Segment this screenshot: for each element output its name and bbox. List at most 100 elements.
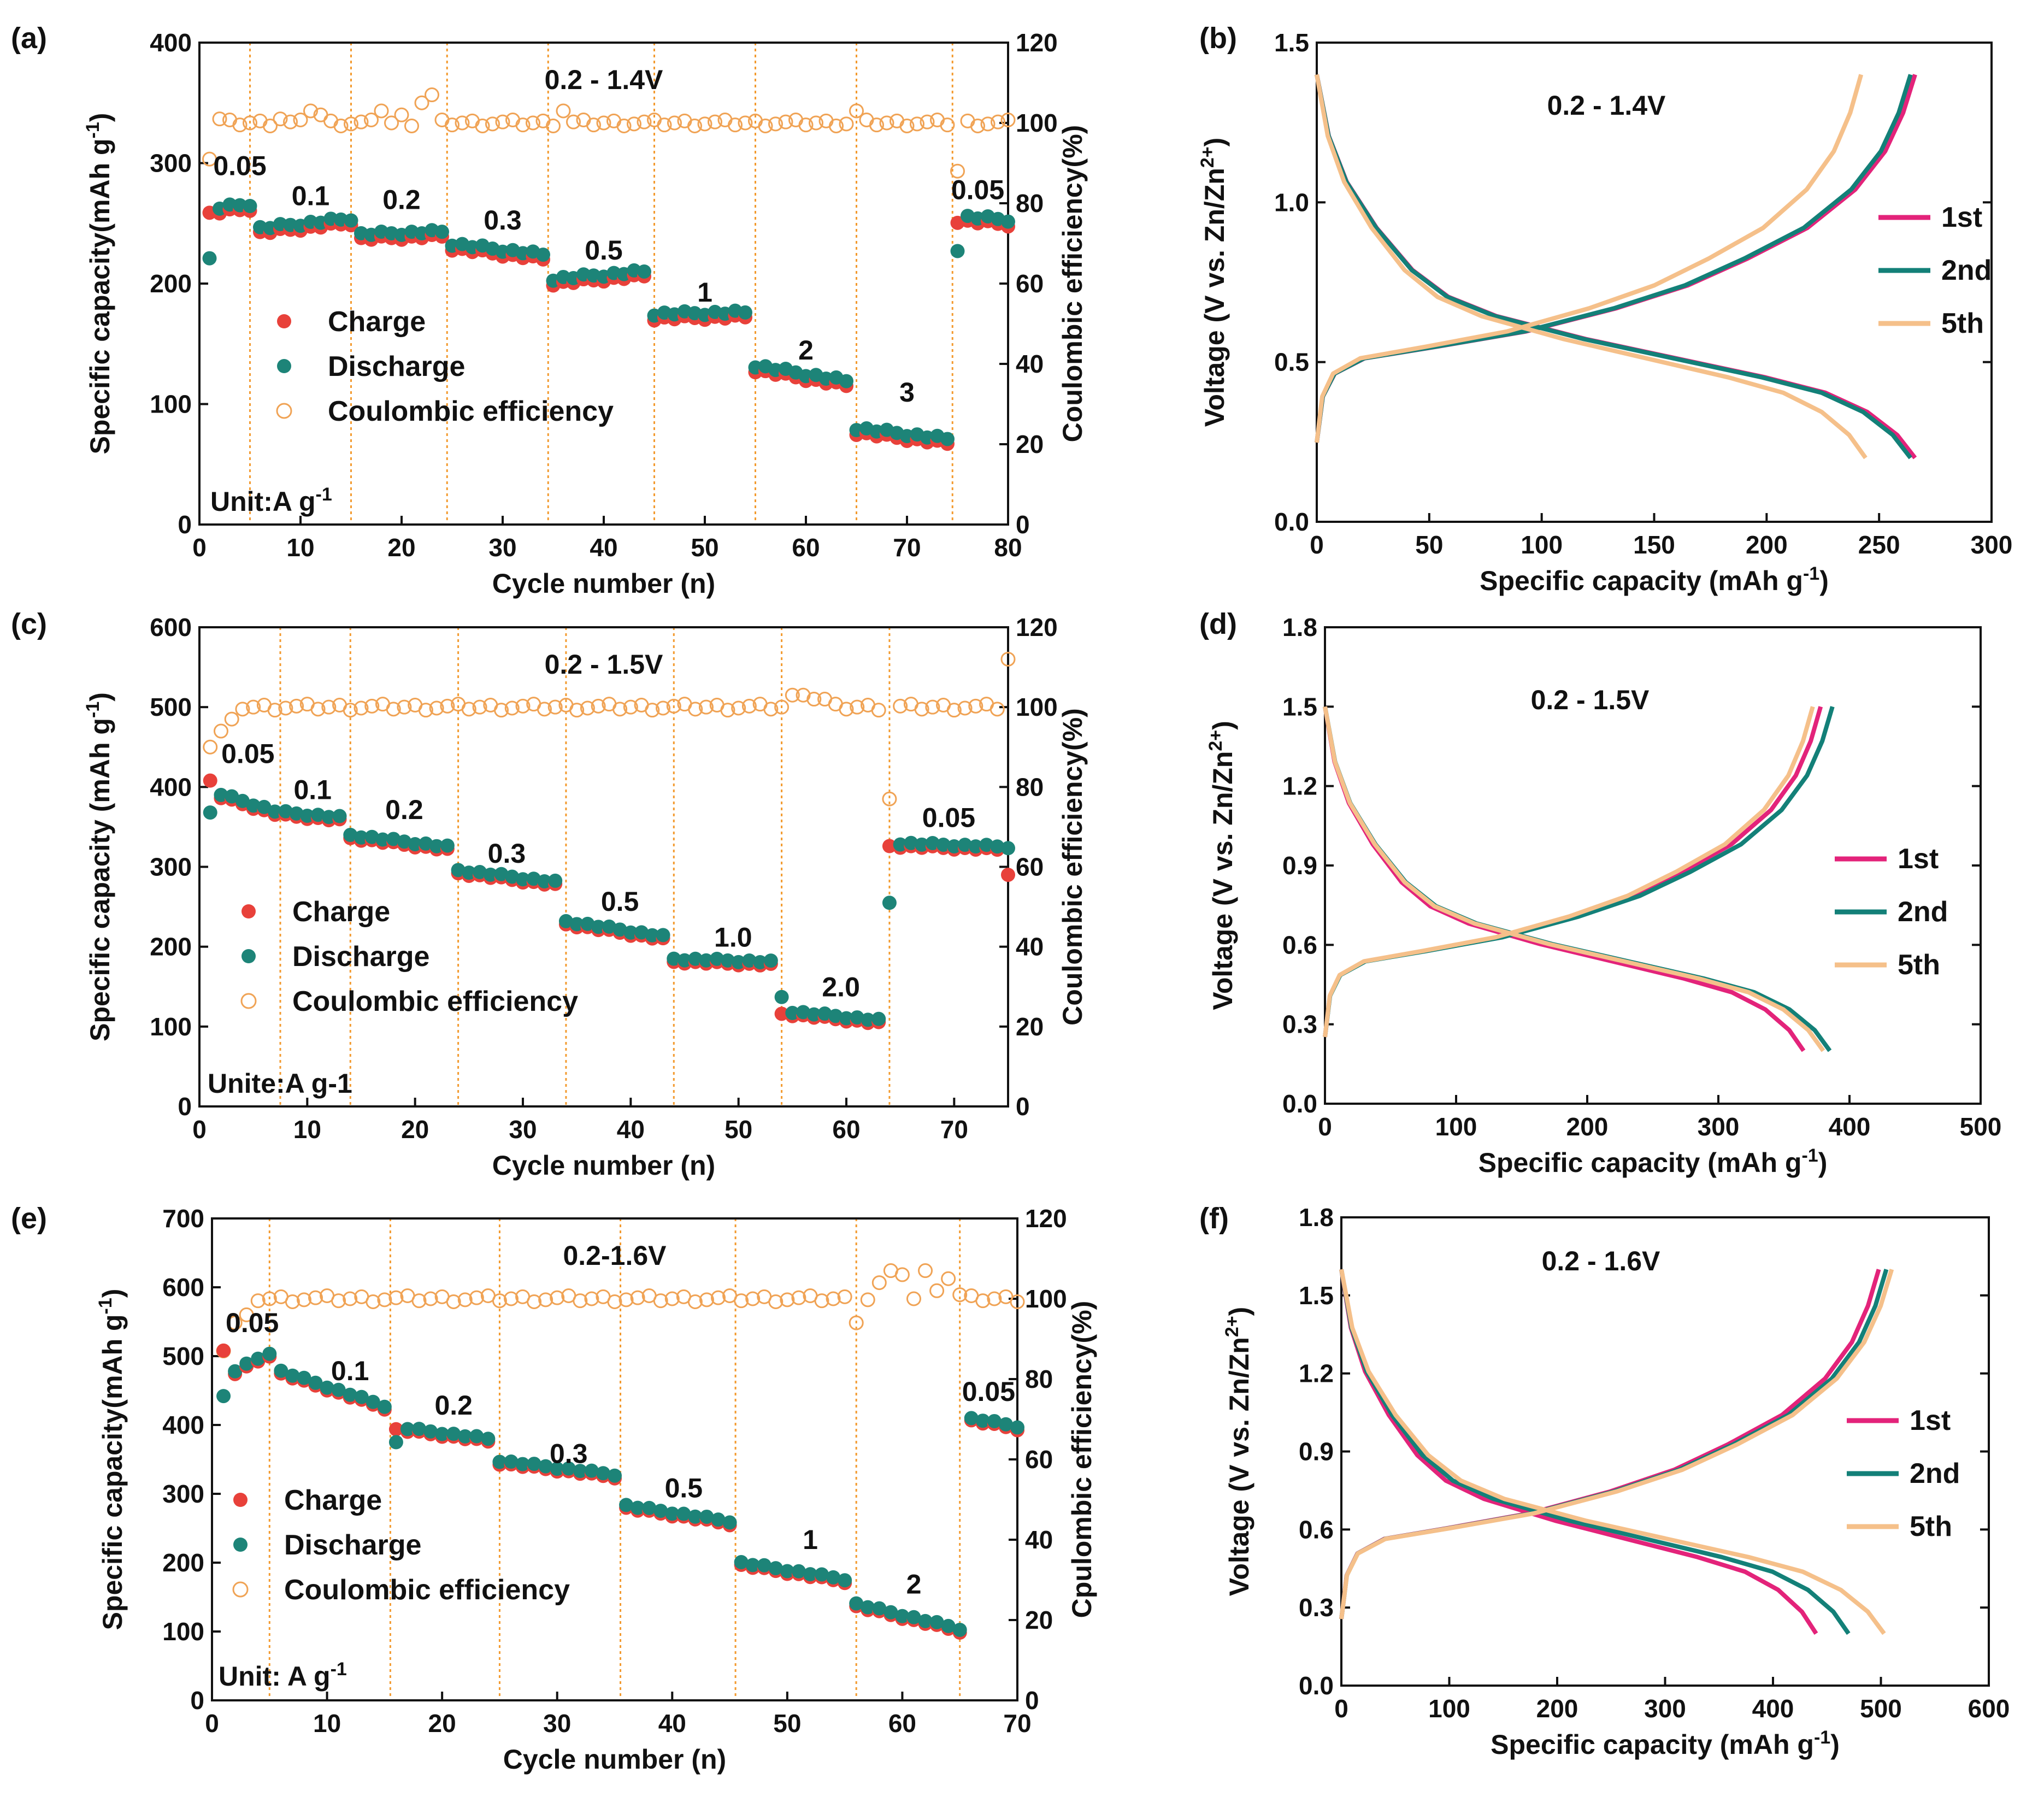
discharge-point — [285, 1368, 300, 1383]
legend-label-5th: 5th — [1898, 949, 1940, 981]
ce-point — [850, 699, 865, 715]
current-density-label: 0.05 — [226, 1308, 279, 1338]
discharge-point — [947, 839, 962, 853]
y-tick-label: 1.2 — [1282, 772, 1317, 800]
x-axis-label: Cycle number (n) — [503, 1744, 726, 1775]
ce-point — [687, 119, 702, 134]
discharge-point — [419, 836, 433, 851]
y-tick-label: 0.3 — [1299, 1593, 1334, 1622]
ce-point — [246, 699, 261, 715]
discharge-point — [904, 835, 918, 850]
ce-point — [429, 700, 444, 716]
ce-point — [612, 702, 628, 717]
ce-point — [537, 702, 552, 717]
discharge-point — [483, 867, 498, 882]
discharge-point — [861, 1012, 875, 1027]
ce-point — [243, 115, 257, 131]
current-density-label: 0.3 — [488, 838, 526, 869]
ce-point — [645, 703, 660, 718]
ce-point — [780, 1292, 795, 1308]
discharge-point — [688, 951, 703, 966]
ce-point — [860, 1292, 875, 1308]
x-axis-label: Specific capacity (mAh g-1) — [1491, 1727, 1840, 1760]
x-axis-label: Specific capacity (mAh g-1) — [1478, 1145, 1828, 1178]
y2-tick-label: 80 — [1025, 1365, 1053, 1393]
ce-point — [970, 119, 985, 134]
axes-frame — [1340, 1216, 1990, 1687]
ce-point — [469, 1290, 484, 1305]
y2-tick-label: 120 — [1016, 613, 1058, 641]
discharge-point — [558, 914, 573, 928]
discharge-point — [548, 873, 563, 888]
ce-point — [946, 703, 962, 718]
current-density-label: 0.5 — [585, 235, 623, 266]
current-density-label: 0.05 — [962, 1376, 1015, 1407]
discharge-point — [492, 1454, 507, 1469]
discharge-curve-2nd — [1315, 74, 1912, 460]
ce-point — [296, 1292, 311, 1308]
ce-point — [495, 114, 510, 129]
x-tick-label: 0 — [1310, 531, 1324, 559]
discharge-point — [526, 871, 541, 886]
ce-point — [273, 111, 288, 127]
current-density-label: 0.3 — [484, 205, 522, 235]
charge-curve-2nd — [1323, 706, 1835, 1038]
y-tick-label: 500 — [162, 1342, 204, 1370]
ce-point — [418, 703, 433, 718]
y2-tick-label: 20 — [1016, 1012, 1044, 1041]
discharge-point — [278, 804, 293, 818]
discharge-point — [458, 1429, 473, 1444]
ce-point — [321, 699, 337, 715]
x-tick-label: 60 — [792, 533, 820, 562]
ce-point — [618, 1292, 634, 1308]
ce-point — [960, 113, 975, 128]
voltage-window-title: 0.2 - 1.5V — [1531, 685, 1650, 715]
discharge-point — [308, 1375, 323, 1390]
discharge-point — [469, 1429, 484, 1444]
legend-label-2nd: 2nd — [1941, 255, 1992, 286]
x-tick-label: 200 — [1566, 1112, 1609, 1141]
discharge-point — [882, 896, 897, 910]
ce-point — [591, 698, 606, 714]
panel-d: 0 100 200 300 400 500 0.0 0.3 0.6 0.9 1.2 1.5 1.8 Spe… — [1199, 608, 2001, 1178]
ce-point — [504, 700, 520, 716]
current-density-label: 0.2 — [382, 184, 421, 215]
discharge-point — [602, 919, 616, 934]
discharge-point — [998, 1417, 1013, 1432]
current-density-label: 1 — [697, 277, 712, 308]
discharge-point — [538, 1459, 553, 1474]
discharge-point — [377, 1399, 392, 1414]
discharge-point — [936, 837, 951, 852]
legend-ce-marker — [240, 993, 257, 1009]
ce-point — [538, 1292, 553, 1308]
axes-frame — [211, 1217, 1018, 1701]
ce-point — [688, 702, 703, 717]
x-tick-label: 40 — [617, 1115, 645, 1144]
discharge-point — [929, 1615, 944, 1629]
ce-point — [871, 703, 886, 718]
ce-point — [616, 119, 632, 134]
legend-discharge-marker — [233, 1538, 248, 1552]
x-tick-label: 20 — [387, 533, 415, 562]
ce-point — [423, 1291, 438, 1306]
ce-point — [798, 117, 814, 133]
y-tick-label: 0.0 — [1282, 1089, 1317, 1118]
ce-point — [814, 1293, 829, 1309]
discharge-point — [203, 805, 217, 820]
discharge-point — [446, 1427, 461, 1441]
discharge-point — [537, 874, 552, 889]
ce-point — [446, 1294, 461, 1310]
voltage-window-title: 0.2 - 1.5V — [545, 649, 663, 680]
ce-point — [503, 1291, 519, 1306]
y-tick-label: 600 — [162, 1273, 204, 1301]
discharge-curve-1st — [1339, 1269, 1818, 1635]
discharge-point — [527, 1457, 541, 1471]
ce-point — [849, 103, 864, 119]
discharge-point — [1001, 214, 1015, 229]
ce-point — [485, 116, 500, 132]
discharge-point — [774, 990, 789, 1004]
legend-label-2nd: 2nd — [1910, 1458, 1960, 1489]
ce-point — [515, 117, 531, 133]
discharge-point — [257, 799, 272, 814]
y-tick-label: 100 — [150, 1012, 192, 1041]
